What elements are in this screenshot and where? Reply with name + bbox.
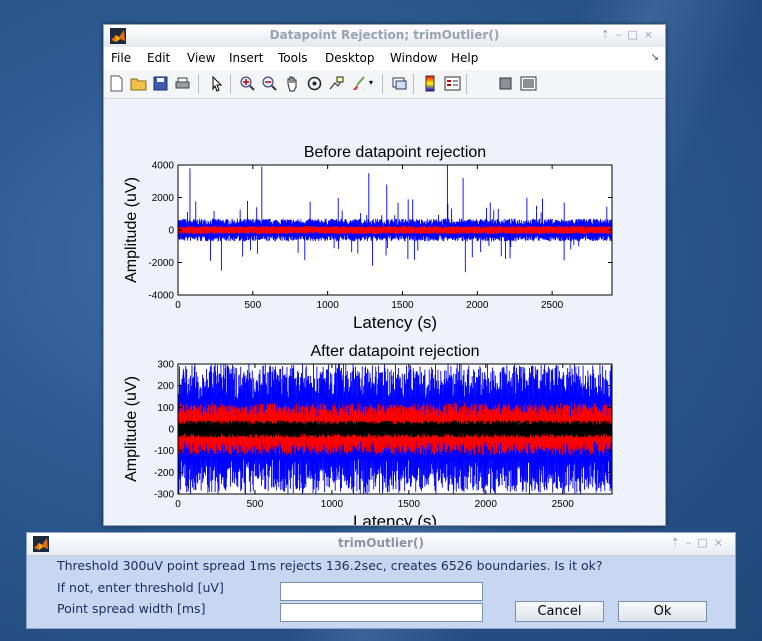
figure-titlebar[interactable]: Datapoint Rejection; trimOutlier() ⇡–□× — [104, 25, 665, 48]
dialog-title: trimOutlier() — [337, 536, 424, 550]
print-icon[interactable] — [174, 75, 191, 92]
x-tick-label: 1500 — [391, 300, 414, 311]
x-tick-label: 2500 — [541, 300, 564, 311]
trim-outlier-dialog: trimOutlier() ⇡–□× Threshold 300uV point… — [26, 532, 736, 629]
menu-help[interactable]: Help — [451, 51, 479, 65]
pan-hand-icon[interactable] — [284, 75, 301, 92]
menu-overflow-icon[interactable]: ↘ — [650, 52, 659, 63]
figure-title: Datapoint Rejection; trimOutlier() — [269, 28, 500, 42]
y-tick-label: 300 — [157, 360, 174, 371]
brush-dropdown-icon[interactable]: ▾ — [369, 78, 374, 87]
menu-insert[interactable]: Insert — [229, 51, 264, 65]
spread-input[interactable] — [280, 603, 483, 622]
menu-file[interactable]: File — [111, 51, 132, 65]
toolbar-separator — [198, 74, 199, 94]
y-tick-label: 0 — [168, 425, 174, 436]
x-tick-label: 1000 — [317, 300, 340, 311]
link-icon[interactable] — [391, 75, 408, 92]
y-tick-label: 100 — [157, 403, 174, 414]
chart-title: Before datapoint rejection — [304, 144, 486, 161]
threshold-label: If not, enter threshold [uV] — [57, 580, 224, 595]
spread-label: Point spread width [ms] — [57, 601, 206, 616]
y-tick-label: -2000 — [148, 258, 174, 269]
zoom-in-icon[interactable] — [239, 75, 256, 92]
matlab-logo-icon — [110, 28, 126, 44]
y-tick-label: -4000 — [148, 291, 174, 302]
brush-icon[interactable] — [350, 75, 367, 92]
minimize-icon[interactable]: – — [615, 28, 628, 41]
x-axis-label: Latency (s) — [353, 313, 437, 332]
dock-icon[interactable]: ⇡ — [600, 28, 616, 41]
x-tick-label: 0 — [175, 300, 181, 311]
x-tick-label: 1500 — [398, 499, 421, 510]
cancel-button[interactable]: Cancel — [515, 601, 604, 622]
toolbar-separator — [466, 74, 467, 94]
data-cursor-icon[interactable] — [328, 75, 345, 92]
dock-icon[interactable]: ⇡ — [670, 536, 686, 549]
maximize-icon[interactable]: □ — [627, 28, 644, 41]
y-tick-label: -100 — [154, 446, 174, 457]
dialog-message: Threshold 300uV point spread 1ms rejects… — [57, 558, 603, 573]
open-folder-icon[interactable] — [130, 75, 147, 92]
pointer-icon[interactable] — [208, 75, 225, 92]
y-tick-label: 200 — [157, 381, 174, 392]
y-tick-label: 0 — [168, 226, 174, 237]
plot-area: 0 500 1000 1500 2000 2500 4000 2000 0 -2000 -4000 B… — [104, 99, 665, 525]
hide-plot-tools-icon[interactable] — [497, 75, 514, 92]
menu-tools[interactable]: Tools — [278, 51, 308, 65]
threshold-input[interactable] — [280, 582, 483, 601]
menu-desktop[interactable]: Desktop — [325, 51, 375, 65]
colorbar-icon[interactable] — [422, 75, 439, 92]
show-plot-tools-icon[interactable] — [520, 75, 537, 92]
maximize-icon[interactable]: □ — [697, 536, 714, 549]
close-icon[interactable]: × — [713, 536, 729, 549]
x-tick-label: 2000 — [475, 499, 498, 510]
window-controls: ⇡–□× — [601, 28, 659, 41]
rotate-3d-icon[interactable] — [306, 75, 323, 92]
zoom-out-icon[interactable] — [261, 75, 278, 92]
x-axis-label: Latency (s) — [353, 512, 437, 525]
y-tick-label: 2000 — [152, 193, 175, 204]
menu-window[interactable]: Window — [390, 51, 438, 65]
plots-svg: 0 500 1000 1500 2000 2500400020000-2000-4000B… — [123, 144, 613, 525]
toolbar-separator — [230, 74, 231, 94]
toolbar: ▾ — [104, 70, 665, 99]
chart-title: After datapoint rejection — [311, 343, 480, 360]
x-tick-label: 2000 — [466, 300, 489, 311]
x-tick-label: 500 — [247, 499, 264, 510]
x-tick-label: 500 — [244, 300, 261, 311]
save-icon[interactable] — [152, 75, 169, 92]
y-axis-label: Amplitude (uV) — [123, 177, 140, 283]
y-tick-label: 4000 — [152, 161, 175, 172]
y-tick-label: -300 — [154, 490, 174, 501]
dialog-window-controls: ⇡–□× — [671, 536, 729, 549]
dialog-titlebar[interactable]: trimOutlier() ⇡–□× — [27, 533, 735, 556]
figure-window: Datapoint Rejection; trimOutlier() ⇡–□× … — [103, 24, 666, 526]
x-tick-label: 1000 — [321, 499, 344, 510]
legend-icon[interactable] — [444, 75, 461, 92]
menu-bar: File Edit View Insert Tools Desktop Wind… — [104, 47, 665, 69]
close-icon[interactable]: × — [643, 28, 659, 41]
toolbar-separator — [413, 74, 414, 94]
x-tick-label: 0 — [175, 499, 181, 510]
ok-button[interactable]: Ok — [618, 601, 707, 622]
minimize-icon[interactable]: – — [685, 536, 698, 549]
y-tick-label: -200 — [154, 468, 174, 479]
new-file-icon[interactable] — [108, 75, 125, 92]
menu-view[interactable]: View — [187, 51, 216, 65]
toolbar-separator — [382, 74, 383, 94]
x-tick-label: 2500 — [552, 499, 575, 510]
matlab-logo-icon — [33, 536, 49, 552]
menu-edit[interactable]: Edit — [147, 51, 171, 65]
y-axis-label: Amplitude (uV) — [123, 376, 140, 482]
